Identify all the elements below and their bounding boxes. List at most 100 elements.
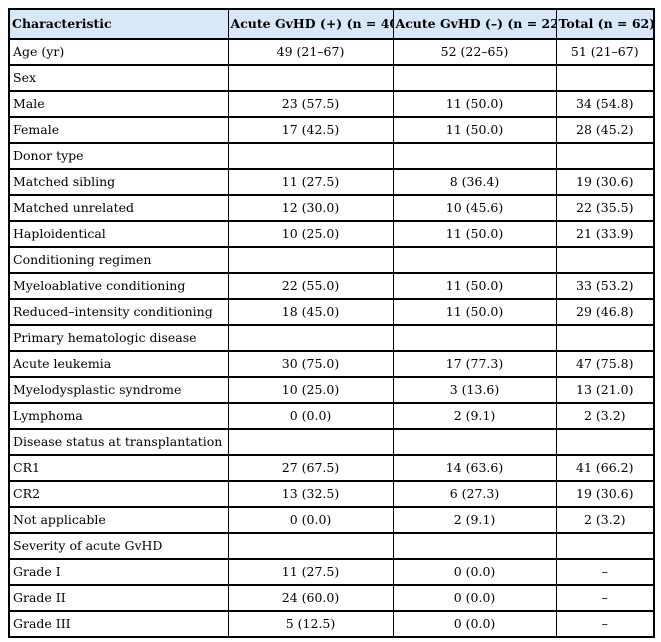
row-label: Donor type <box>8 142 229 170</box>
table-row: Grade I 11 (27.5) 0 (0.0) – <box>8 558 655 586</box>
cell-value: 17 (77.3) <box>392 350 557 378</box>
cell-value: 6 (27.3) <box>392 480 557 508</box>
cell-value: 11 (50.0) <box>392 220 557 248</box>
row-label: Reduced–intensity conditioning <box>8 298 229 326</box>
table-row: CR2 13 (32.5) 6 (27.3) 19 (30.6) <box>8 480 655 508</box>
cell-value: – <box>555 610 655 638</box>
column-header-gvhd-positive: Acute GvHD (+) (n = 40) <box>227 8 394 40</box>
cell-value: 0 (0.0) <box>227 402 394 430</box>
cell-value <box>555 246 655 274</box>
cell-value: – <box>555 584 655 612</box>
cell-value: 34 (54.8) <box>555 90 655 118</box>
cell-value: 23 (57.5) <box>227 90 394 118</box>
table-row: Myeloablative conditioning 22 (55.0) 11 … <box>8 272 655 300</box>
cell-value <box>555 142 655 170</box>
cell-value: 18 (45.0) <box>227 298 394 326</box>
cell-value: 2 (9.1) <box>392 506 557 534</box>
cell-value: 30 (75.0) <box>227 350 394 378</box>
cell-value <box>392 428 557 456</box>
row-label: Grade II <box>8 584 229 612</box>
cell-value <box>555 532 655 560</box>
cell-value <box>392 142 557 170</box>
cell-value: 28 (45.2) <box>555 116 655 144</box>
cell-value: 11 (50.0) <box>392 272 557 300</box>
cell-value: 8 (36.4) <box>392 168 557 196</box>
cell-value: 22 (35.5) <box>555 194 655 222</box>
cell-value: 10 (25.0) <box>227 220 394 248</box>
cell-value: 19 (30.6) <box>555 168 655 196</box>
patient-characteristics-table: Characteristic Acute GvHD (+) (n = 40) A… <box>8 8 655 638</box>
cell-value: – <box>555 558 655 586</box>
table-row: Grade III 5 (12.5) 0 (0.0) – <box>8 610 655 638</box>
cell-value: 13 (21.0) <box>555 376 655 404</box>
cell-value: 49 (21–67) <box>227 38 394 66</box>
table-row: Grade II 24 (60.0) 0 (0.0) – <box>8 584 655 612</box>
cell-value: 11 (50.0) <box>392 116 557 144</box>
row-label: Sex <box>8 64 229 92</box>
row-label: Disease status at transplantation <box>8 428 229 456</box>
section-row: Donor type <box>8 142 655 170</box>
cell-value: 0 (0.0) <box>227 506 394 534</box>
table-row: Matched unrelated 12 (30.0) 10 (45.6) 22… <box>8 194 655 222</box>
cell-value: 21 (33.9) <box>555 220 655 248</box>
cell-value: 19 (30.6) <box>555 480 655 508</box>
table-row: Female 17 (42.5) 11 (50.0) 28 (45.2) <box>8 116 655 144</box>
cell-value: 14 (63.6) <box>392 454 557 482</box>
section-row: Severity of acute GvHD <box>8 532 655 560</box>
cell-value <box>227 246 394 274</box>
cell-value: 2 (3.2) <box>555 506 655 534</box>
table-row: Not applicable 0 (0.0) 2 (9.1) 2 (3.2) <box>8 506 655 534</box>
cell-value: 41 (66.2) <box>555 454 655 482</box>
cell-value: 2 (9.1) <box>392 402 557 430</box>
table-row: Myelodysplastic syndrome 10 (25.0) 3 (13… <box>8 376 655 404</box>
row-label: Not applicable <box>8 506 229 534</box>
cell-value: 24 (60.0) <box>227 584 394 612</box>
cell-value <box>227 324 394 352</box>
row-label: Severity of acute GvHD <box>8 532 229 560</box>
cell-value <box>227 428 394 456</box>
row-label: Conditioning regimen <box>8 246 229 274</box>
cell-value: 0 (0.0) <box>392 610 557 638</box>
table-row: Haploidentical 10 (25.0) 11 (50.0) 21 (3… <box>8 220 655 248</box>
cell-value: 2 (3.2) <box>555 402 655 430</box>
cell-value: 11 (50.0) <box>392 298 557 326</box>
column-header-gvhd-negative: Acute GvHD (–) (n = 22) <box>392 8 557 40</box>
cell-value: 17 (42.5) <box>227 116 394 144</box>
row-label: CR1 <box>8 454 229 482</box>
section-row: Conditioning regimen <box>8 246 655 274</box>
cell-value: 0 (0.0) <box>392 558 557 586</box>
cell-value <box>555 428 655 456</box>
cell-value: 10 (25.0) <box>227 376 394 404</box>
cell-value: 33 (53.2) <box>555 272 655 300</box>
table-row: Lymphoma 0 (0.0) 2 (9.1) 2 (3.2) <box>8 402 655 430</box>
table-row: Reduced–intensity conditioning 18 (45.0)… <box>8 298 655 326</box>
row-label: Matched unrelated <box>8 194 229 222</box>
cell-value: 27 (67.5) <box>227 454 394 482</box>
column-header-total: Total (n = 62) <box>555 8 655 40</box>
table-row: CR1 27 (67.5) 14 (63.6) 41 (66.2) <box>8 454 655 482</box>
row-label: Matched sibling <box>8 168 229 196</box>
cell-value: 11 (27.5) <box>227 168 394 196</box>
row-label: Male <box>8 90 229 118</box>
cell-value: 22 (55.0) <box>227 272 394 300</box>
row-label: Age (yr) <box>8 38 229 66</box>
cell-value: 5 (12.5) <box>227 610 394 638</box>
cell-value: 0 (0.0) <box>392 584 557 612</box>
cell-value: 47 (75.8) <box>555 350 655 378</box>
cell-value <box>227 142 394 170</box>
row-label: CR2 <box>8 480 229 508</box>
cell-value <box>555 64 655 92</box>
section-row: Sex <box>8 64 655 92</box>
table-row: Acute leukemia 30 (75.0) 17 (77.3) 47 (7… <box>8 350 655 378</box>
cell-value: 3 (13.6) <box>392 376 557 404</box>
cell-value <box>392 324 557 352</box>
cell-value <box>227 532 394 560</box>
row-label: Acute leukemia <box>8 350 229 378</box>
cell-value <box>392 246 557 274</box>
row-label: Grade III <box>8 610 229 638</box>
cell-value: 12 (30.0) <box>227 194 394 222</box>
row-label: Grade I <box>8 558 229 586</box>
cell-value: 29 (46.8) <box>555 298 655 326</box>
cell-value: 52 (22–65) <box>392 38 557 66</box>
